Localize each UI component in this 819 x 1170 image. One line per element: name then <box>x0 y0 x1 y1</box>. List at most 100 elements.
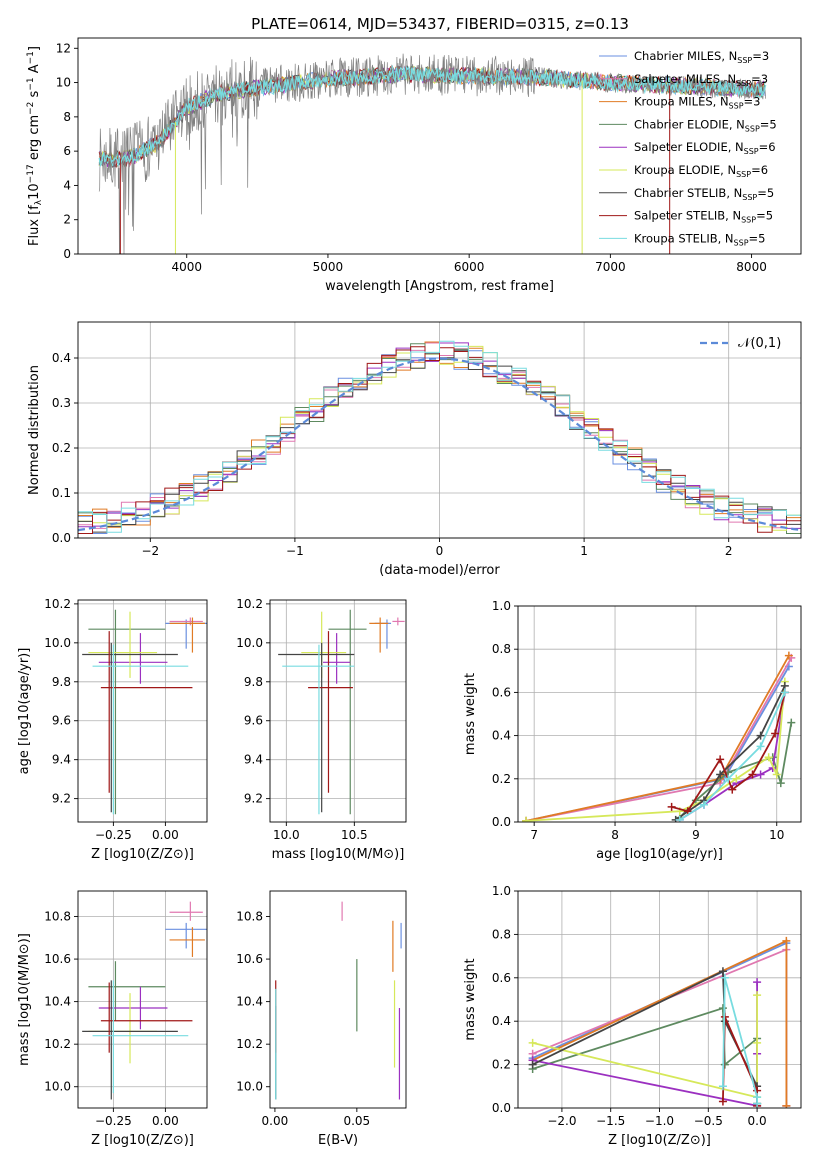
axes: 7 8 9 10 0.0 0.2 0.4 0.6 0.8 1.0 age [log10(age/yr… <box>463 599 802 862</box>
x-tick-label: −0.25 <box>95 828 132 842</box>
mass-weight-marker <box>756 770 765 779</box>
histogram-step <box>78 346 801 534</box>
x-tick-label: 0.0 <box>748 1114 767 1128</box>
y-tick-label: 9.2 <box>244 792 263 806</box>
y-tick-label: 0.6 <box>492 685 511 699</box>
x-axis-label: Z [log10(Z/Z⊙)] <box>91 1133 194 1148</box>
x-tick-label: −2.0 <box>547 1114 576 1128</box>
legend-model: Kroupa STELIB, N <box>634 231 734 245</box>
y-tick-label: 1.0 <box>492 599 511 613</box>
x-axis-label: age [log10(age/yr)] <box>596 847 723 862</box>
mass-weight-marker <box>784 651 793 660</box>
grid <box>518 890 801 1109</box>
ylabel-part: A <box>27 64 42 77</box>
mass-weight-line <box>525 666 790 822</box>
y-tick-label: 0.2 <box>492 772 511 786</box>
mass-weight-marker <box>782 1101 791 1108</box>
mass-weight-marker <box>748 770 757 779</box>
legend-subscript: SSP <box>734 238 749 247</box>
y-tick-label: 0.0 <box>492 1101 511 1115</box>
mass-weight-line <box>525 657 793 822</box>
error-bar <box>169 901 203 921</box>
x-tick-label: 8000 <box>736 260 767 274</box>
mass-weight-marker <box>772 770 781 779</box>
legend-subscript: SSP <box>745 124 760 133</box>
legend-count: =5 <box>749 231 766 245</box>
y-tick-label: 9.6 <box>244 714 263 728</box>
plot-area <box>522 651 796 822</box>
spectrum-panel: 4000 5000 6000 7000 8000 0 2 4 6 8 10 12 wavelength … <box>26 37 802 294</box>
y-tick-label: 9.4 <box>52 753 71 767</box>
legend-subscript: SSP <box>736 170 751 179</box>
mass-vs-metallicity-panel: −0.25 0.00 10.0 10.2 10.4 10.6 10.8 Z [log10(Z/… <box>17 890 208 1148</box>
legend-model: Kroupa MILES, N <box>634 95 729 109</box>
axes-frame <box>269 599 407 823</box>
mass-weight-line <box>532 995 758 1099</box>
y-tick-label: 10.2 <box>236 597 263 611</box>
plot-area <box>278 609 405 815</box>
mass-weight-marker <box>732 774 741 783</box>
legend-label: Chabrier MILES, NSSP=3 <box>634 49 769 65</box>
legend-count: =5 <box>757 186 774 200</box>
x-axis-label: Z [log10(Z/Z⊙)] <box>91 847 194 862</box>
error-bar <box>92 644 189 815</box>
error-bar <box>92 980 189 1094</box>
age-vs-metallicity-panel: −0.25 0.00 9.2 9.4 9.6 9.8 10.0 10.2 Z [log10(Z/… <box>17 597 208 862</box>
y-tick-label: 1.0 <box>492 884 511 898</box>
mass-weight-marker <box>675 815 684 822</box>
x-tick-label: 4000 <box>171 260 202 274</box>
y-tick-label: 0.8 <box>492 642 511 656</box>
plot-area <box>275 901 402 1100</box>
ylabel-part: λ <box>34 199 44 205</box>
axes-frame <box>77 890 208 1109</box>
x-tick-label: 0.00 <box>152 828 179 842</box>
ylabel-part: erg cm <box>27 115 42 164</box>
legend-label: Salpeter STELIB, NSSP=5 <box>634 209 773 225</box>
legend-model: Salpeter STELIB, N <box>634 209 741 223</box>
residual-histogram-panel: −2 −1 0 1 2 0.0 0.1 0.2 0.3 0.4 (data-model)/error… <box>27 321 802 578</box>
mass-weight-line <box>526 681 786 822</box>
y-tick-label: 9.2 <box>52 792 71 806</box>
error-bar <box>278 642 355 813</box>
legend-model: Chabrier ELODIE, N <box>634 117 745 131</box>
y-tick-label: 9.6 <box>52 714 71 728</box>
error-bar <box>169 927 205 957</box>
kroupa-stelib-line <box>98 65 767 168</box>
legend-label: Kroupa MILES, NSSP=3 <box>634 95 760 111</box>
legend-count: =6 <box>751 163 768 177</box>
y-tick-label: 0.6 <box>492 971 511 985</box>
x-tick-label: 0.00 <box>262 1114 289 1128</box>
mass-weight-marker <box>724 774 733 783</box>
y-tick-label: 0.2 <box>492 1058 511 1072</box>
y-tick-label: 10.4 <box>236 995 263 1009</box>
y-tick-label: 0.8 <box>492 927 511 941</box>
x-tick-label: 7000 <box>595 260 626 274</box>
mass-weight-marker <box>528 1038 537 1047</box>
mass-weight-marker <box>756 731 765 740</box>
legend-label: 𝒩(0,1) <box>738 336 781 351</box>
x-tick-label: 2 <box>725 544 733 558</box>
plot-area <box>528 936 791 1108</box>
legend-subscript: SSP <box>741 216 756 225</box>
error-bar <box>369 617 389 653</box>
y-tick-label: 0 <box>63 247 71 261</box>
legend-label: Salpeter ELODIE, NSSP=6 <box>634 140 776 156</box>
x-tick-label: 10.0 <box>273 828 300 842</box>
error-bar <box>308 631 353 793</box>
mass-weight-marker <box>780 688 789 697</box>
y-tick-label: 9.8 <box>244 675 263 689</box>
ylabel-part: Flux [f <box>27 205 42 246</box>
y-tick-label: 12 <box>56 41 71 55</box>
x-axis-label: E(B-V) <box>318 1133 358 1148</box>
mass-weight-marker <box>756 742 765 751</box>
x-tick-label: −0.5 <box>694 1114 723 1128</box>
mass-weight-marker <box>771 729 780 738</box>
y-tick-label: 0.4 <box>492 729 511 743</box>
mass-weight-line <box>671 692 786 813</box>
x-tick-label: −0.25 <box>95 1114 132 1128</box>
legend-model: Chabrier MILES, N <box>634 49 737 63</box>
mass-weight-marker <box>782 936 791 945</box>
y-tick-label: 8 <box>63 110 71 124</box>
error-bar <box>169 617 205 653</box>
y-tick-label: 10.2 <box>44 597 71 611</box>
